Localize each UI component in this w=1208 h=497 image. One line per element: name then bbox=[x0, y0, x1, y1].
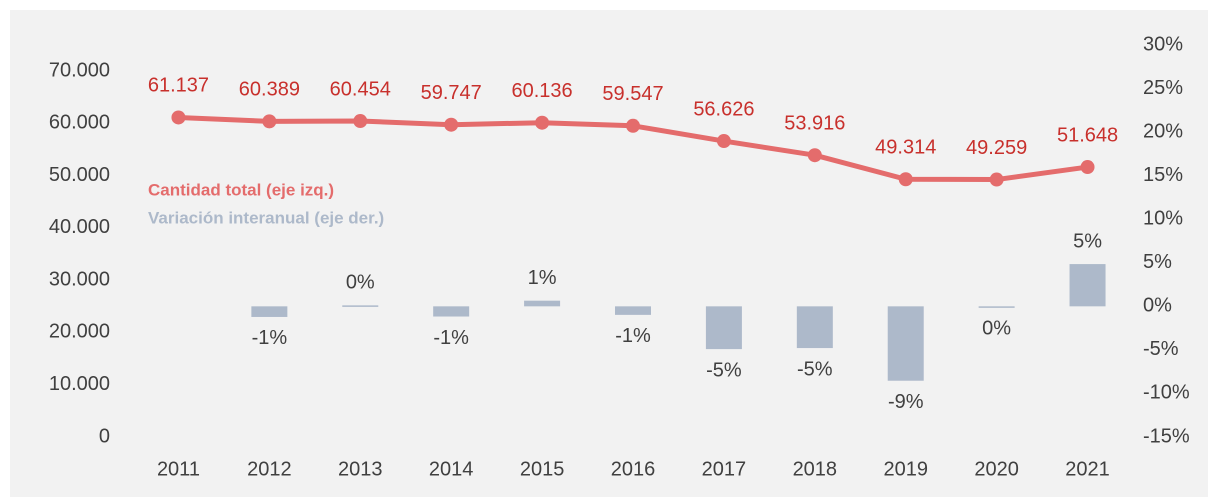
line-value-label: 56.626 bbox=[693, 98, 754, 120]
y2-tick-label: 30% bbox=[1143, 33, 1183, 55]
y2-tick-label: 15% bbox=[1143, 164, 1183, 186]
y-tick-label: 0 bbox=[99, 425, 110, 447]
line-point bbox=[262, 114, 277, 129]
y-tick-label: 70.000 bbox=[49, 59, 110, 81]
x-tick-label: 2015 bbox=[520, 458, 565, 480]
x-tick-label: 2011 bbox=[157, 458, 200, 480]
bar bbox=[978, 306, 1015, 308]
bar-value-label: 0% bbox=[346, 272, 375, 294]
x-tick-label: 2021 bbox=[1065, 458, 1110, 480]
line-point bbox=[171, 110, 186, 125]
x-tick-label: 2019 bbox=[883, 458, 928, 480]
y2-tick-label: -5% bbox=[1143, 338, 1179, 360]
line-value-label: 59.547 bbox=[602, 83, 663, 105]
bar bbox=[615, 306, 651, 315]
x-tick-label: 2012 bbox=[247, 458, 292, 480]
y2-tick-label: 25% bbox=[1143, 77, 1183, 99]
bar-value-label: -1% bbox=[615, 325, 651, 347]
legend-label: Cantidad total (eje izq.) bbox=[148, 180, 334, 199]
bar bbox=[251, 306, 288, 317]
line-value-label: 60.454 bbox=[330, 78, 391, 100]
bar-value-label: 5% bbox=[1073, 230, 1102, 252]
x-tick-label: 2014 bbox=[429, 458, 474, 480]
x-tick-label: 2017 bbox=[702, 458, 747, 480]
legend-label: Variación interanual (eje der.) bbox=[148, 208, 384, 227]
x-tick-label: 2016 bbox=[611, 458, 656, 480]
line-value-label: 60.389 bbox=[239, 79, 300, 101]
bar-value-label: -1% bbox=[252, 327, 288, 349]
line-point bbox=[716, 134, 731, 149]
line-value-label: 49.259 bbox=[966, 137, 1027, 159]
bar-value-label: -5% bbox=[706, 359, 742, 381]
line-point bbox=[898, 172, 913, 187]
bar bbox=[1069, 264, 1106, 307]
x-tick-label: 2020 bbox=[974, 458, 1019, 480]
line-value-label: 51.648 bbox=[1057, 124, 1118, 146]
y2-tick-label: -15% bbox=[1143, 425, 1190, 447]
y-tick-label: 30.000 bbox=[49, 268, 110, 290]
line-point bbox=[353, 114, 368, 129]
line-value-label: 61.137 bbox=[148, 75, 209, 97]
bar-value-label: -1% bbox=[433, 327, 469, 349]
bar bbox=[887, 306, 924, 381]
y-tick-label: 50.000 bbox=[49, 164, 110, 186]
y-tick-label: 20.000 bbox=[49, 321, 110, 343]
bar bbox=[524, 300, 561, 307]
bar-value-label: -5% bbox=[797, 358, 833, 380]
background bbox=[10, 10, 1208, 497]
line-point bbox=[444, 117, 459, 132]
y2-tick-label: 0% bbox=[1143, 295, 1172, 317]
line-value-label: 53.916 bbox=[784, 112, 845, 134]
y2-tick-label: 10% bbox=[1143, 208, 1183, 230]
line-value-label: 60.136 bbox=[512, 80, 573, 102]
bar bbox=[796, 306, 833, 349]
line-value-label: 59.747 bbox=[421, 82, 482, 104]
bar-value-label: 1% bbox=[528, 267, 557, 289]
bar-value-label: -9% bbox=[888, 391, 924, 413]
line-point bbox=[989, 172, 1004, 187]
line-point bbox=[807, 148, 822, 163]
bar bbox=[433, 306, 470, 317]
x-tick-label: 2013 bbox=[338, 458, 383, 480]
y2-tick-label: 5% bbox=[1143, 251, 1172, 273]
y2-tick-label: -10% bbox=[1143, 382, 1190, 404]
line-point bbox=[626, 118, 640, 133]
line-point bbox=[535, 115, 550, 130]
bar bbox=[705, 306, 742, 350]
x-tick-label: 2018 bbox=[793, 458, 838, 480]
bar bbox=[342, 305, 379, 307]
line-value-label: 49.314 bbox=[875, 137, 936, 159]
y-tick-label: 10.000 bbox=[49, 373, 110, 395]
y2-tick-label: 20% bbox=[1143, 120, 1183, 142]
y-tick-label: 60.000 bbox=[49, 112, 110, 134]
bar-value-label: 0% bbox=[982, 318, 1011, 340]
line-point bbox=[1080, 160, 1095, 175]
y-tick-label: 40.000 bbox=[49, 216, 110, 238]
